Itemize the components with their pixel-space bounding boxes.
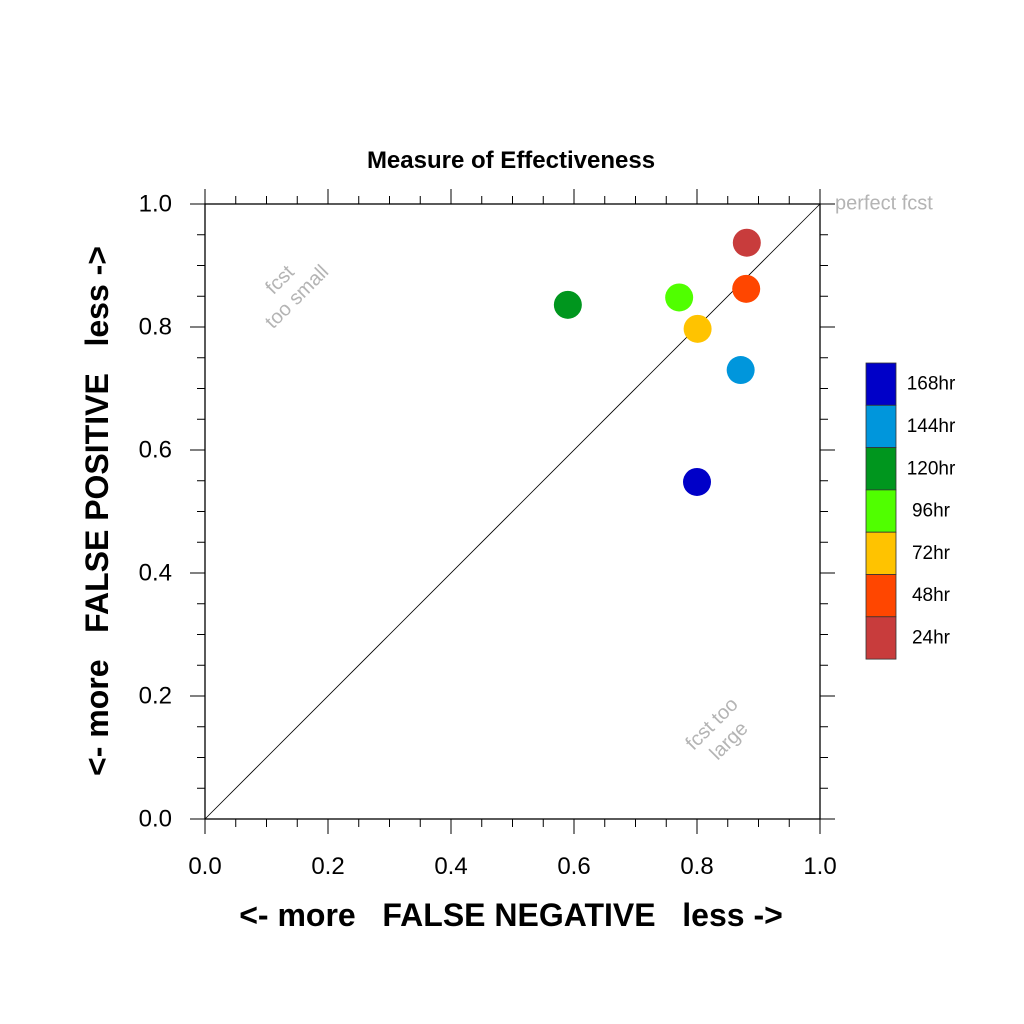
- x-tick-label: 0.6: [557, 853, 590, 880]
- legend-label-96hr: 96hr: [912, 501, 951, 522]
- legend: 168hr 144hr 120hr 96hr 72hr 48hr 24hr: [865, 362, 956, 660]
- y-tick-label: 0.0: [139, 806, 172, 833]
- x-axis-label: <- more FALSE NEGATIVE less ->: [239, 897, 783, 933]
- legend-swatch-72hr: [865, 531, 897, 575]
- annotation-fcst-too-small: fcst too small: [261, 261, 333, 333]
- legend-swatch-120hr: [865, 447, 897, 491]
- perfect-forecast-diagonal: [204, 203, 821, 820]
- chart-title: Measure of Effectiveness: [367, 147, 655, 174]
- legend-label-120hr: 120hr: [907, 458, 956, 479]
- data-point-120hr: [553, 290, 582, 319]
- legend-label-24hr: 24hr: [912, 627, 951, 648]
- annotation-perfect-fcst: perfect fcst: [835, 192, 933, 214]
- annotation-fcst-too-large: fcst too large: [682, 694, 753, 765]
- legend-swatch-48hr: [865, 574, 897, 618]
- data-point-96hr: [665, 283, 694, 312]
- x-tick-label: 0.0: [188, 853, 221, 880]
- legend-label-144hr: 144hr: [907, 416, 956, 437]
- x-tick-label: 0.2: [311, 853, 344, 880]
- legend-swatch-168hr: [865, 362, 897, 406]
- x-tick-label: 0.8: [680, 853, 713, 880]
- legend-label-72hr: 72hr: [912, 543, 951, 564]
- y-axis-label: <- more FALSE POSITIVE less ->: [79, 246, 115, 776]
- legend-swatch-96hr: [865, 489, 897, 533]
- legend-swatch-24hr: [865, 616, 897, 660]
- data-point-168hr: [683, 467, 711, 496]
- x-tick-label: 0.4: [434, 853, 467, 880]
- data-points: [553, 228, 761, 496]
- y-tick-label: 1.0: [139, 191, 172, 218]
- legend-label-48hr: 48hr: [912, 585, 951, 606]
- x-tick-label: 1.0: [803, 853, 836, 880]
- legend-swatch-144hr: [865, 404, 897, 448]
- y-tick-label: 0.4: [139, 560, 172, 587]
- axis-tick-labels: 0.0 0.2 0.4 0.6 0.8 1.0 0.0 0.2 0.4 0.6 0.8 1.0: [139, 191, 837, 881]
- data-point-24hr: [732, 228, 761, 257]
- axis-ticks: [190, 189, 835, 834]
- legend-label-168hr: 168hr: [907, 374, 956, 395]
- y-tick-label: 0.2: [139, 683, 172, 710]
- data-point-48hr: [732, 274, 761, 303]
- y-tick-label: 0.8: [139, 314, 172, 341]
- data-point-144hr: [726, 356, 755, 385]
- data-point-72hr: [683, 314, 712, 343]
- y-tick-label: 0.6: [139, 437, 172, 464]
